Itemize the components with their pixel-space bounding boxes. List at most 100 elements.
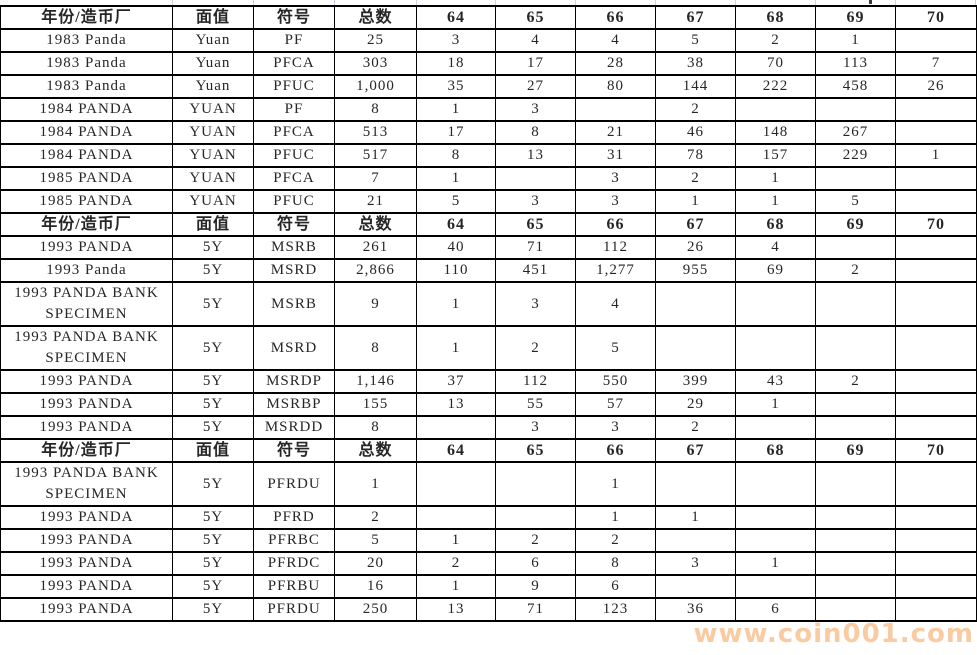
grade-65-cell: 2	[495, 325, 576, 371]
grade-70-cell	[895, 258, 977, 283]
gridline	[172, 0, 173, 5]
grade-65-cell: 55	[495, 392, 576, 417]
column-header-year-mint: 年份/造币厂	[0, 438, 173, 463]
column-header-66: 66	[575, 212, 656, 237]
symbol-cell: PFCA	[253, 166, 335, 191]
grade-66-cell: 1	[575, 505, 656, 530]
symbol-cell: MSRD	[253, 325, 335, 371]
year-mint-cell: 1984 PANDA	[0, 97, 173, 122]
grade-66-cell: 57	[575, 392, 656, 417]
grade-66-cell: 2	[575, 528, 656, 553]
grade-69-cell	[815, 551, 896, 576]
total-cell: 7	[334, 166, 417, 191]
grade-69-cell	[815, 97, 896, 122]
denomination-cell: 5Y	[172, 597, 254, 622]
denomination-cell: Yuan	[172, 51, 254, 76]
grade-70-cell	[895, 505, 977, 530]
table-row: 1985 PANDA YUAN PFUC 21 5 3 3 1 1 5	[0, 189, 977, 214]
table-row: 1984 PANDA YUAN PF 8 1 3 2	[0, 97, 977, 122]
grade-65-cell: 4	[495, 28, 576, 53]
year-mint-cell: 1983 Panda	[0, 51, 173, 76]
grade-68-cell: 2	[735, 28, 816, 53]
grade-64-cell: 3	[416, 28, 496, 53]
column-header-65: 65	[495, 5, 576, 30]
grade-64-cell	[416, 505, 496, 530]
denomination-cell: Yuan	[172, 74, 254, 99]
symbol-cell: MSRD	[253, 258, 335, 283]
grade-64-cell: 40	[416, 235, 496, 260]
column-header-68: 68	[735, 438, 816, 463]
grade-68-cell	[735, 461, 816, 507]
grade-66-cell: 8	[575, 551, 656, 576]
grade-64-cell: 13	[416, 392, 496, 417]
year-mint-cell: 1983 Panda	[0, 28, 173, 53]
denomination-cell: 5Y	[172, 505, 254, 530]
table-row: 1993 PANDA 5Y MSRB 261 40 71 112 26 4	[0, 235, 977, 260]
header-row: 年份/造币厂 面值 符号 总数 64 65 66 67 68 69 70	[0, 212, 977, 237]
column-header-69: 69	[815, 438, 896, 463]
grade-69-cell: 1	[815, 28, 896, 53]
grade-70-cell	[895, 189, 977, 214]
year-mint-cell: 1993 PANDA	[0, 505, 173, 530]
grade-65-cell: 6	[495, 551, 576, 576]
grade-69-cell: 229	[815, 143, 896, 168]
grade-65-cell: 27	[495, 74, 576, 99]
grade-67-cell: 38	[655, 51, 736, 76]
column-header-symbol: 符号	[253, 5, 335, 30]
grade-66-cell: 3	[575, 166, 656, 191]
grade-66-cell: 3	[575, 415, 656, 440]
column-header-70: 70	[895, 438, 977, 463]
column-header-67: 67	[655, 212, 736, 237]
grade-66-cell: 123	[575, 597, 656, 622]
grade-70-cell	[895, 369, 977, 394]
grade-68-cell: 6	[735, 597, 816, 622]
denomination-cell: Yuan	[172, 28, 254, 53]
year-mint-cell: 1993 Panda	[0, 258, 173, 283]
total-cell: 513	[334, 120, 417, 145]
grade-70-cell	[895, 551, 977, 576]
total-cell: 9	[334, 281, 417, 327]
grade-68-cell: 1	[735, 551, 816, 576]
denomination-cell: 5Y	[172, 392, 254, 417]
table-row: 1993 PANDA 5Y MSRDD 8 3 3 2	[0, 415, 977, 440]
grade-65-cell: 3	[495, 281, 576, 327]
symbol-cell: PFRDC	[253, 551, 335, 576]
table-row: 1984 PANDA YUAN PFCA 513 17 8 21 46 148 267	[0, 120, 977, 145]
column-header-total: 总数	[334, 438, 417, 463]
grade-67-cell	[655, 281, 736, 327]
grade-67-cell: 399	[655, 369, 736, 394]
symbol-cell: MSRB	[253, 235, 335, 260]
grade-65-cell: 112	[495, 369, 576, 394]
total-cell: 8	[334, 97, 417, 122]
grade-68-cell: 1	[735, 166, 816, 191]
total-cell: 5	[334, 528, 417, 553]
symbol-cell: MSRBP	[253, 392, 335, 417]
year-mint-cell: 1993 PANDA	[0, 551, 173, 576]
grade-70-cell	[895, 415, 977, 440]
column-header-symbol: 符号	[253, 212, 335, 237]
grade-67-cell: 144	[655, 74, 736, 99]
total-cell: 8	[334, 415, 417, 440]
grade-64-cell: 1	[416, 281, 496, 327]
grade-66-cell: 4	[575, 281, 656, 327]
grade-67-cell: 2	[655, 415, 736, 440]
total-cell: 1,146	[334, 369, 417, 394]
grade-66-cell: 21	[575, 120, 656, 145]
denomination-cell: 5Y	[172, 281, 254, 327]
grade-67-cell	[655, 528, 736, 553]
total-cell: 517	[334, 143, 417, 168]
grade-70-cell	[895, 392, 977, 417]
column-header-70: 70	[895, 212, 977, 237]
grade-69-cell	[815, 281, 896, 327]
year-mint-cell: 1993 PANDA	[0, 369, 173, 394]
symbol-cell: PFUC	[253, 74, 335, 99]
grade-65-cell	[495, 505, 576, 530]
grade-66-cell: 6	[575, 574, 656, 599]
grade-69-cell: 5	[815, 189, 896, 214]
grade-64-cell: 1	[416, 325, 496, 371]
total-cell: 303	[334, 51, 417, 76]
gridline	[655, 0, 656, 5]
total-cell: 20	[334, 551, 417, 576]
gridline	[735, 0, 736, 5]
grade-69-cell	[815, 166, 896, 191]
